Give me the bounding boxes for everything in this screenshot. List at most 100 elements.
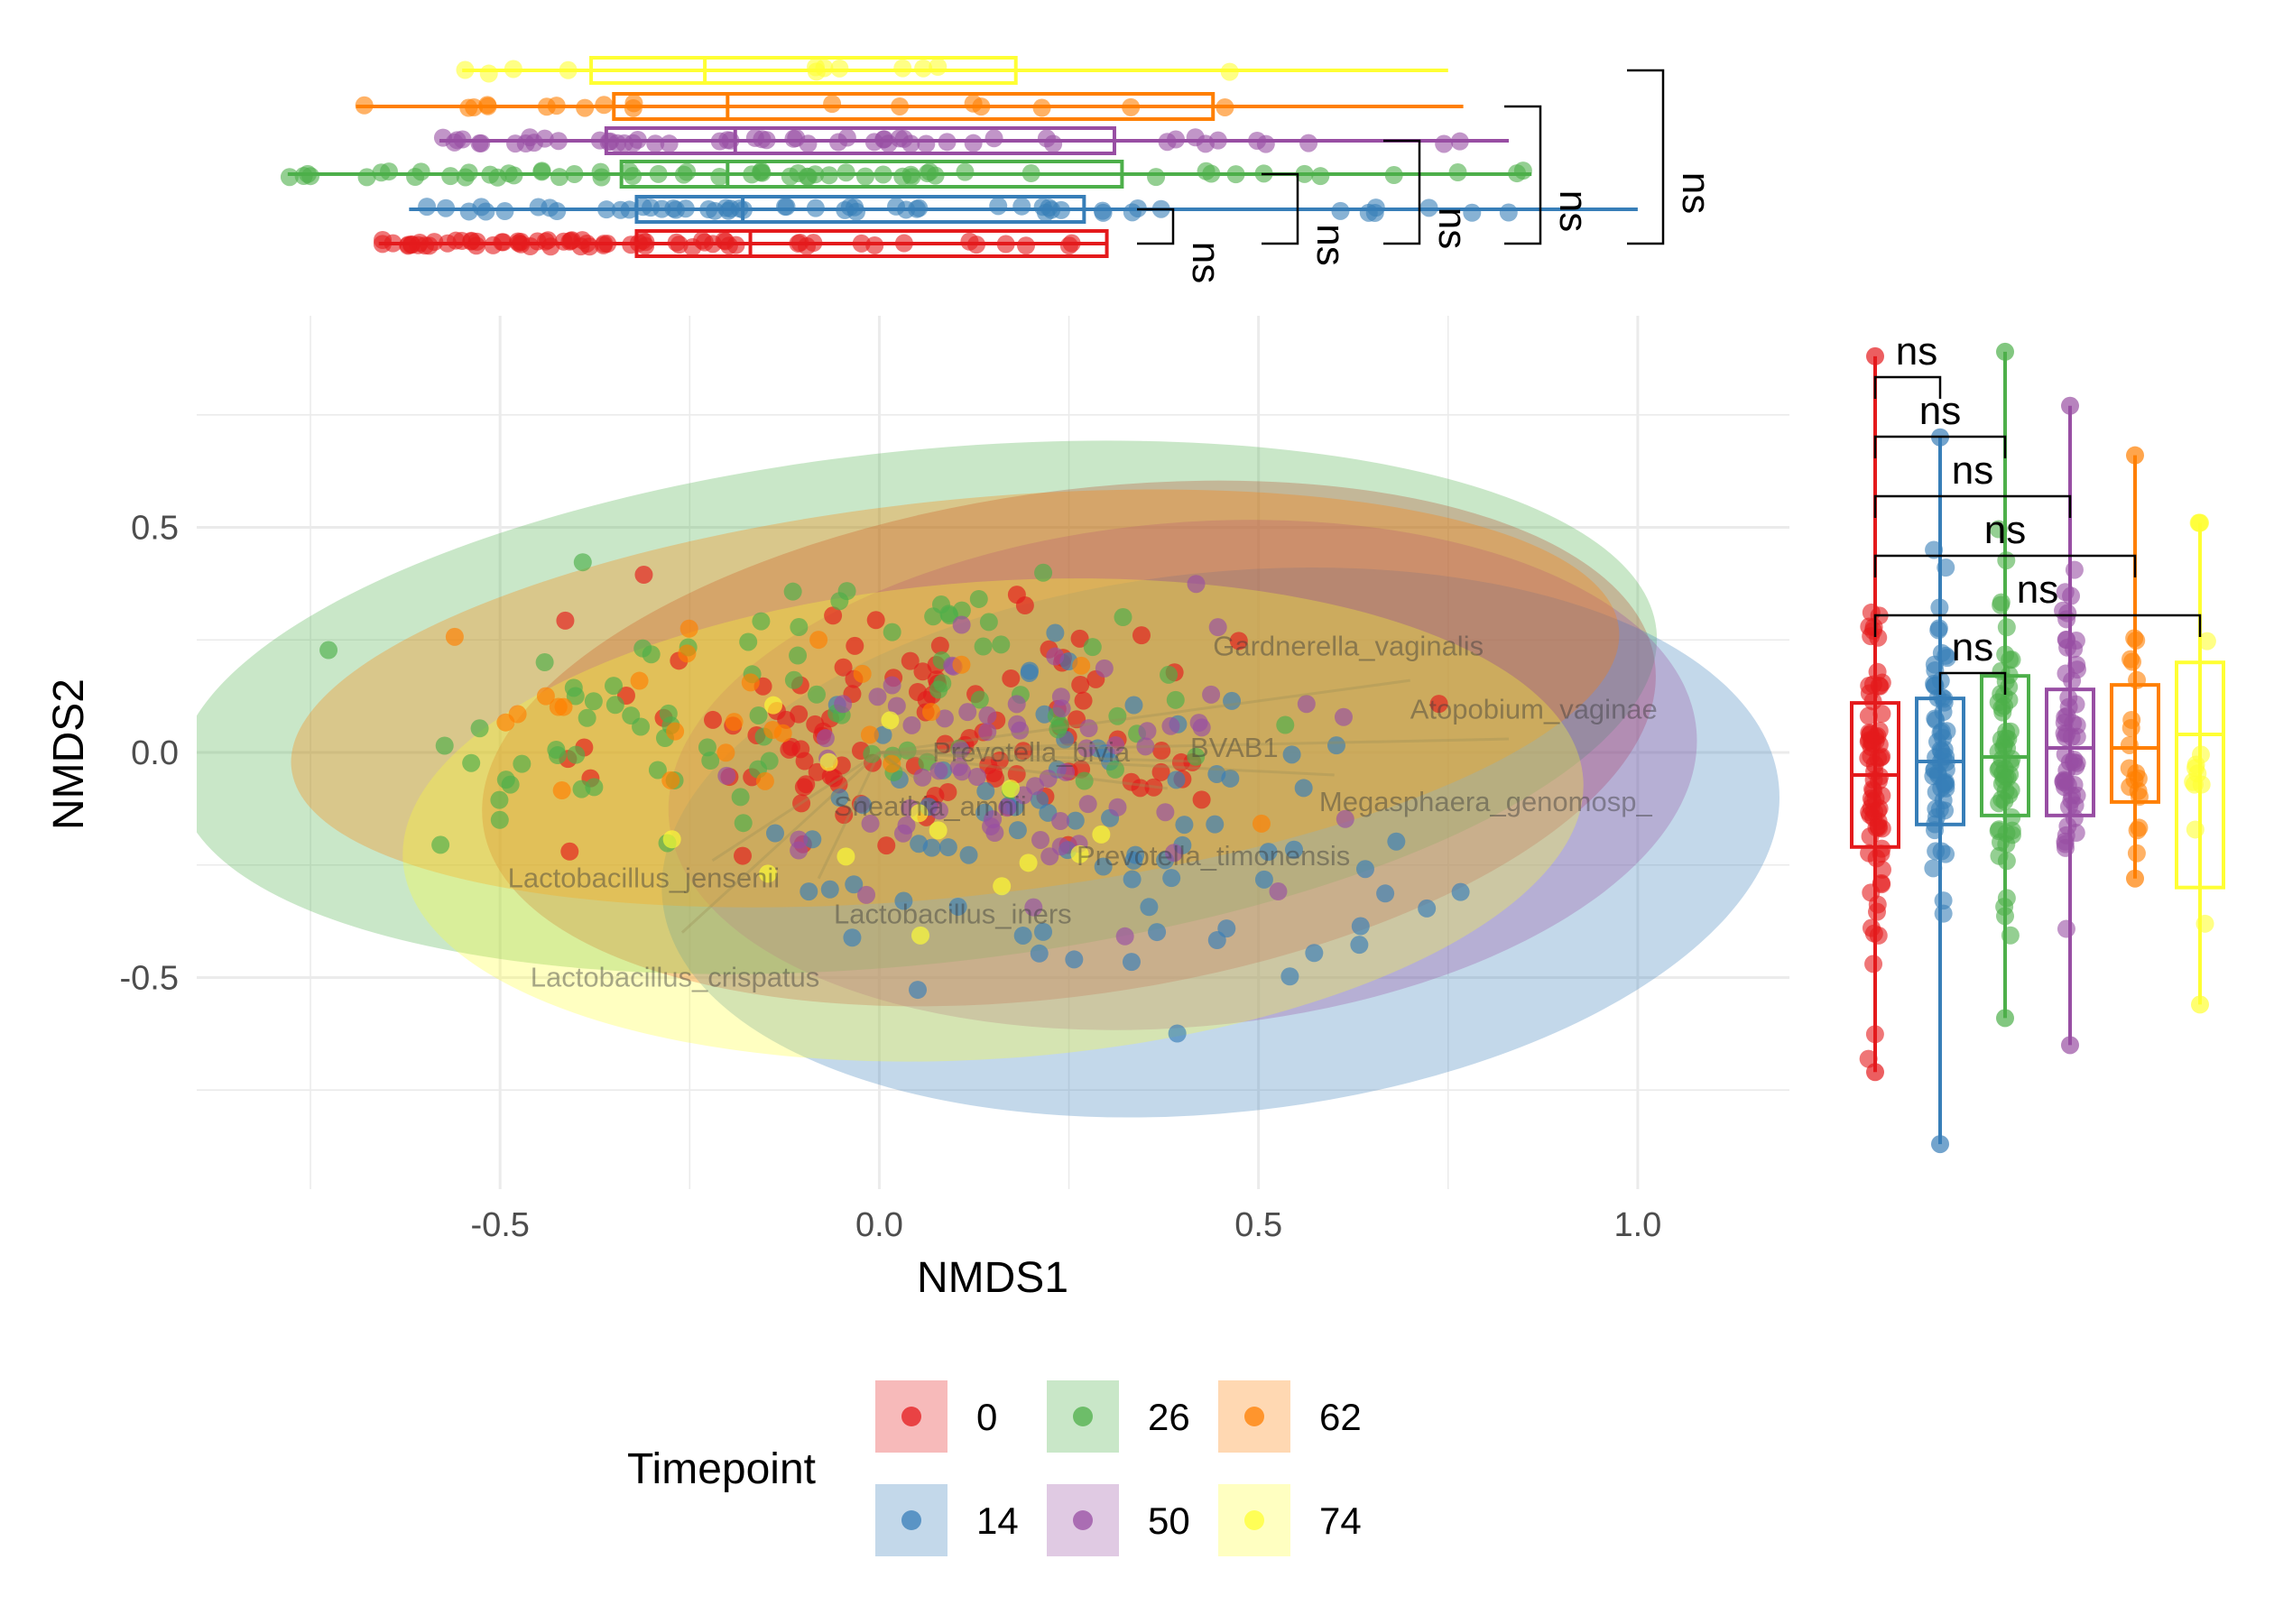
scatter-point	[739, 632, 758, 651]
scatter-point	[1305, 944, 1324, 963]
scatter-point	[1024, 898, 1043, 917]
scatter-point	[1223, 691, 1242, 710]
scatter-point	[1070, 844, 1089, 863]
top-point	[719, 201, 738, 220]
right-point	[1872, 747, 1891, 766]
top-point	[355, 96, 374, 115]
top-point	[622, 235, 641, 254]
right-point	[1937, 844, 1955, 863]
top-point	[1122, 97, 1141, 116]
scatter-point	[974, 637, 993, 656]
right-point	[1865, 1025, 1884, 1044]
right-point	[1860, 724, 1879, 743]
scatter-point	[1031, 790, 1049, 809]
top-point	[1220, 62, 1239, 81]
top-point	[874, 165, 892, 184]
top-point	[1448, 163, 1467, 182]
scatter-point	[431, 835, 450, 854]
scatter-point	[1034, 922, 1053, 941]
right-point	[1931, 1135, 1949, 1154]
scatter-point	[1066, 811, 1085, 830]
scatter-point	[508, 705, 527, 724]
right-point	[1862, 883, 1881, 902]
scatter-point	[1136, 737, 1155, 756]
top-point	[1202, 164, 1221, 183]
scatter-point	[319, 641, 338, 660]
right-point	[1864, 770, 1883, 789]
scatter-point	[1046, 623, 1065, 642]
scatter-point	[548, 746, 567, 765]
scatter-point	[585, 778, 604, 797]
right-point	[2127, 631, 2146, 650]
right-point	[1990, 846, 2009, 865]
scatter-point	[780, 740, 799, 759]
top-point	[806, 198, 825, 217]
scatter-point	[1002, 780, 1021, 798]
scatter-point	[820, 880, 839, 899]
top-point	[667, 200, 686, 219]
scatter-point	[1221, 769, 1240, 788]
scatter-point	[1013, 926, 1032, 945]
top-point	[649, 164, 668, 183]
top-point	[865, 235, 884, 254]
scatter-point	[1132, 626, 1151, 645]
scatter-point	[898, 741, 917, 760]
scatter-point	[837, 582, 856, 601]
scatter-point	[911, 926, 930, 945]
top-point	[918, 164, 937, 183]
top-comparison-label: ns	[1430, 208, 1474, 249]
scatter-point	[1334, 707, 1353, 726]
top-point	[479, 64, 498, 83]
scatter-point	[1051, 812, 1070, 831]
right-point	[1989, 761, 2008, 780]
scatter-point	[910, 804, 929, 823]
top-point	[752, 161, 771, 180]
scatter-point	[819, 752, 838, 771]
top-point	[1384, 166, 1403, 185]
top-point	[929, 58, 948, 77]
scatter-point	[877, 836, 896, 855]
scatter-point	[1049, 720, 1068, 739]
scatter-point	[1276, 715, 1295, 734]
top-point	[852, 234, 871, 253]
top-point	[1435, 134, 1454, 153]
scatter-point	[1051, 837, 1070, 856]
right-point	[1992, 698, 2011, 717]
right-point	[1926, 676, 1945, 695]
vector-label: BVAB1	[1190, 732, 1279, 763]
top-point	[608, 134, 627, 152]
scatter-point	[1229, 632, 1248, 651]
right-point	[2058, 604, 2077, 623]
top-point	[757, 131, 776, 150]
right-box	[2175, 660, 2225, 890]
scatter-point	[1083, 638, 1102, 657]
right-point	[1992, 730, 2011, 749]
scatter-point	[837, 847, 855, 866]
scatter-point	[935, 709, 954, 728]
vector-label: Gardnerella_vaginalis	[1213, 631, 1484, 662]
vector-label: Megasphaera_genomosp_	[1319, 786, 1653, 817]
scatter-point	[979, 756, 998, 775]
top-point	[864, 133, 883, 152]
legend-label: 26	[1148, 1396, 1190, 1438]
scatter-point	[949, 758, 968, 777]
scatter-point	[1284, 840, 1303, 859]
scatter-point	[1161, 716, 1180, 735]
scatter-point	[731, 788, 750, 807]
ellipse-timepoint-14	[661, 567, 1779, 1118]
top-comparison-label: ns	[1184, 242, 1228, 283]
top-point	[470, 134, 489, 152]
scatter-point	[470, 719, 489, 738]
scatter-point	[1167, 770, 1186, 789]
right-point	[1867, 818, 1886, 837]
right-point	[2057, 826, 2075, 844]
top-point	[504, 60, 522, 78]
scatter-point	[567, 745, 586, 764]
scatter-point	[666, 722, 685, 741]
top-point	[294, 167, 313, 186]
scatter-point	[1131, 779, 1150, 798]
right-comparison-bracket	[1873, 554, 2137, 577]
grid-lines	[197, 316, 1789, 1189]
top-point	[280, 168, 299, 187]
vector-label: Lactobacillus_crispatus	[531, 961, 820, 992]
